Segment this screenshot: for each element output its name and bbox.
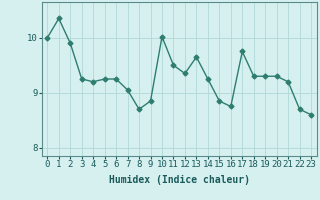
X-axis label: Humidex (Indice chaleur): Humidex (Indice chaleur): [109, 175, 250, 185]
